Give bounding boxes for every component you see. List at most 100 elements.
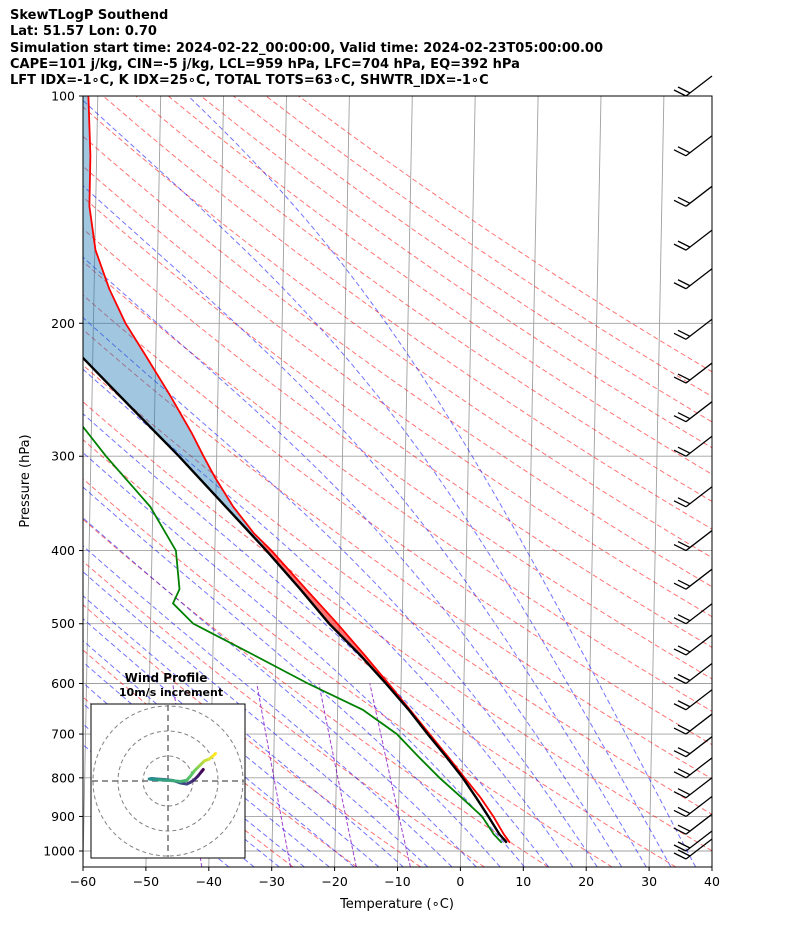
wind-barb-shaft [685,689,713,711]
moist-adiabat-line [83,618,380,867]
wind-barb-shaft [685,713,713,735]
wind-barb-flag [673,243,687,251]
wind-barb-flag [677,700,691,708]
mixing-ratio-line [256,683,292,867]
dry-adiabat-line [83,518,549,867]
wind-barb-flag [677,196,691,204]
isotherm-line [459,96,476,867]
y-tick-label: 1000 [43,844,75,859]
wind-barb [673,757,713,779]
wind-barb-flag [677,824,691,832]
wind-barb [673,634,713,656]
dry-adiabat-line [102,96,712,530]
index-line: LFT IDX=-1∘C, K IDX=25∘C, TOTAL TOTS=63∘… [10,73,489,89]
wind-barb-flag [673,827,687,835]
wind-barb-flag [677,645,691,653]
wind-barb-shaft [685,185,713,207]
x-tick-label: −20 [321,874,347,889]
wind-barb-flag [677,768,691,776]
dry-adiabat-line [83,228,712,680]
wind-barb-shaft [685,75,713,97]
wind-barb-flag [677,329,691,337]
stability-indices-line: CAPE=101 j/kg, CIN=-5 j/kg, LCL=959 hPa,… [10,56,520,72]
wind-barb-flag [677,446,691,454]
y-axis-label: Pressure (hPa) [18,434,33,527]
wind-barb-shaft [685,634,713,656]
wind-barb [673,603,713,625]
x-tick-label: −50 [133,874,159,889]
wind-barb-flag [673,282,687,290]
wind-barb-shaft [685,830,713,852]
wind-barb [673,713,713,735]
wind-barb [673,435,713,457]
wind-barb-flag [677,497,691,505]
wind-barb-flag [673,149,687,157]
wind-barb-flag [673,582,687,590]
wind-barb-shaft [685,777,713,799]
wind-barb-flag [673,771,687,779]
wind-barb-shaft [685,135,713,157]
wind-barb-shaft [685,401,713,423]
wind-barb-shaft [685,603,713,625]
wind-barb-flag [673,89,687,97]
wind-barb-shaft [685,795,713,817]
wind-barb-flag [677,806,691,815]
moist-adiabat-line [83,99,672,867]
dry-adiabat-line [83,294,712,746]
dry-adiabat-line [83,328,712,780]
dry-adiabat-line [83,478,613,867]
wind-barb-shaft [685,568,713,590]
wind-barb-flag [677,412,691,420]
wind-barb-flag [673,199,687,207]
dry-adiabat-line [83,401,712,852]
wind-barb-shaft [685,435,713,457]
wind-barb [673,401,713,423]
x-tick-label: −30 [259,874,285,889]
wind-barb-flag [677,86,691,94]
y-tick-label: 900 [51,809,75,824]
moist-adiabat-line [187,96,697,867]
wind-barb-flag [673,332,687,340]
wind-barb [673,568,713,590]
location-line: Lat: 51.57 Lon: 0.70 [10,24,157,40]
isotherm-line [711,843,712,867]
wind-barb-flag [673,449,687,457]
sounding-series [83,96,511,844]
wind-barb [673,689,713,711]
wind-barb [673,318,713,340]
wind-barb [673,268,713,290]
wind-barb-flag [673,852,687,860]
wind-barb-flag [677,788,691,796]
chart-header: SkewTLogP Southend Lat: 51.57 Lon: 0.70 … [10,8,603,89]
wind-barb-flag [673,750,687,758]
dewpoint-line [83,425,503,844]
wind-barb-flag [677,673,691,682]
dry-adiabat-line [83,364,712,815]
x-tick-label: −10 [384,874,410,889]
y-tick-label: 400 [51,543,75,558]
wind-barb-shaft [685,530,713,552]
wind-barb [673,185,713,207]
wind-barb-shaft [685,662,713,685]
isotherm-line [83,96,99,867]
wind-barb-shaft [685,757,713,779]
y-axis-ticks: 100 200 300 400 500 600 700 800 900 1000 [43,89,83,859]
moist-adiabat-line [83,317,598,867]
moist-adiabat-line [83,639,355,867]
dry-adiabat-line [83,165,712,618]
wind-barb-shaft [685,736,713,758]
isotherm-line [585,96,602,867]
isotherm-line [522,96,539,867]
moist-adiabat-line [83,486,501,867]
wind-barb-flag [677,373,691,381]
wind-barb-flag [677,279,691,287]
wind-barb-shaft [685,362,713,384]
wind-barb [673,135,713,157]
wind-barb [673,777,713,799]
moist-adiabat-line [83,256,623,867]
dry-adiabat-line [200,96,712,449]
moist-adiabat-line [83,595,404,867]
wind-barb-flag [673,844,687,852]
y-tick-label: 600 [51,676,75,691]
moist-adiabat-line [83,185,647,867]
